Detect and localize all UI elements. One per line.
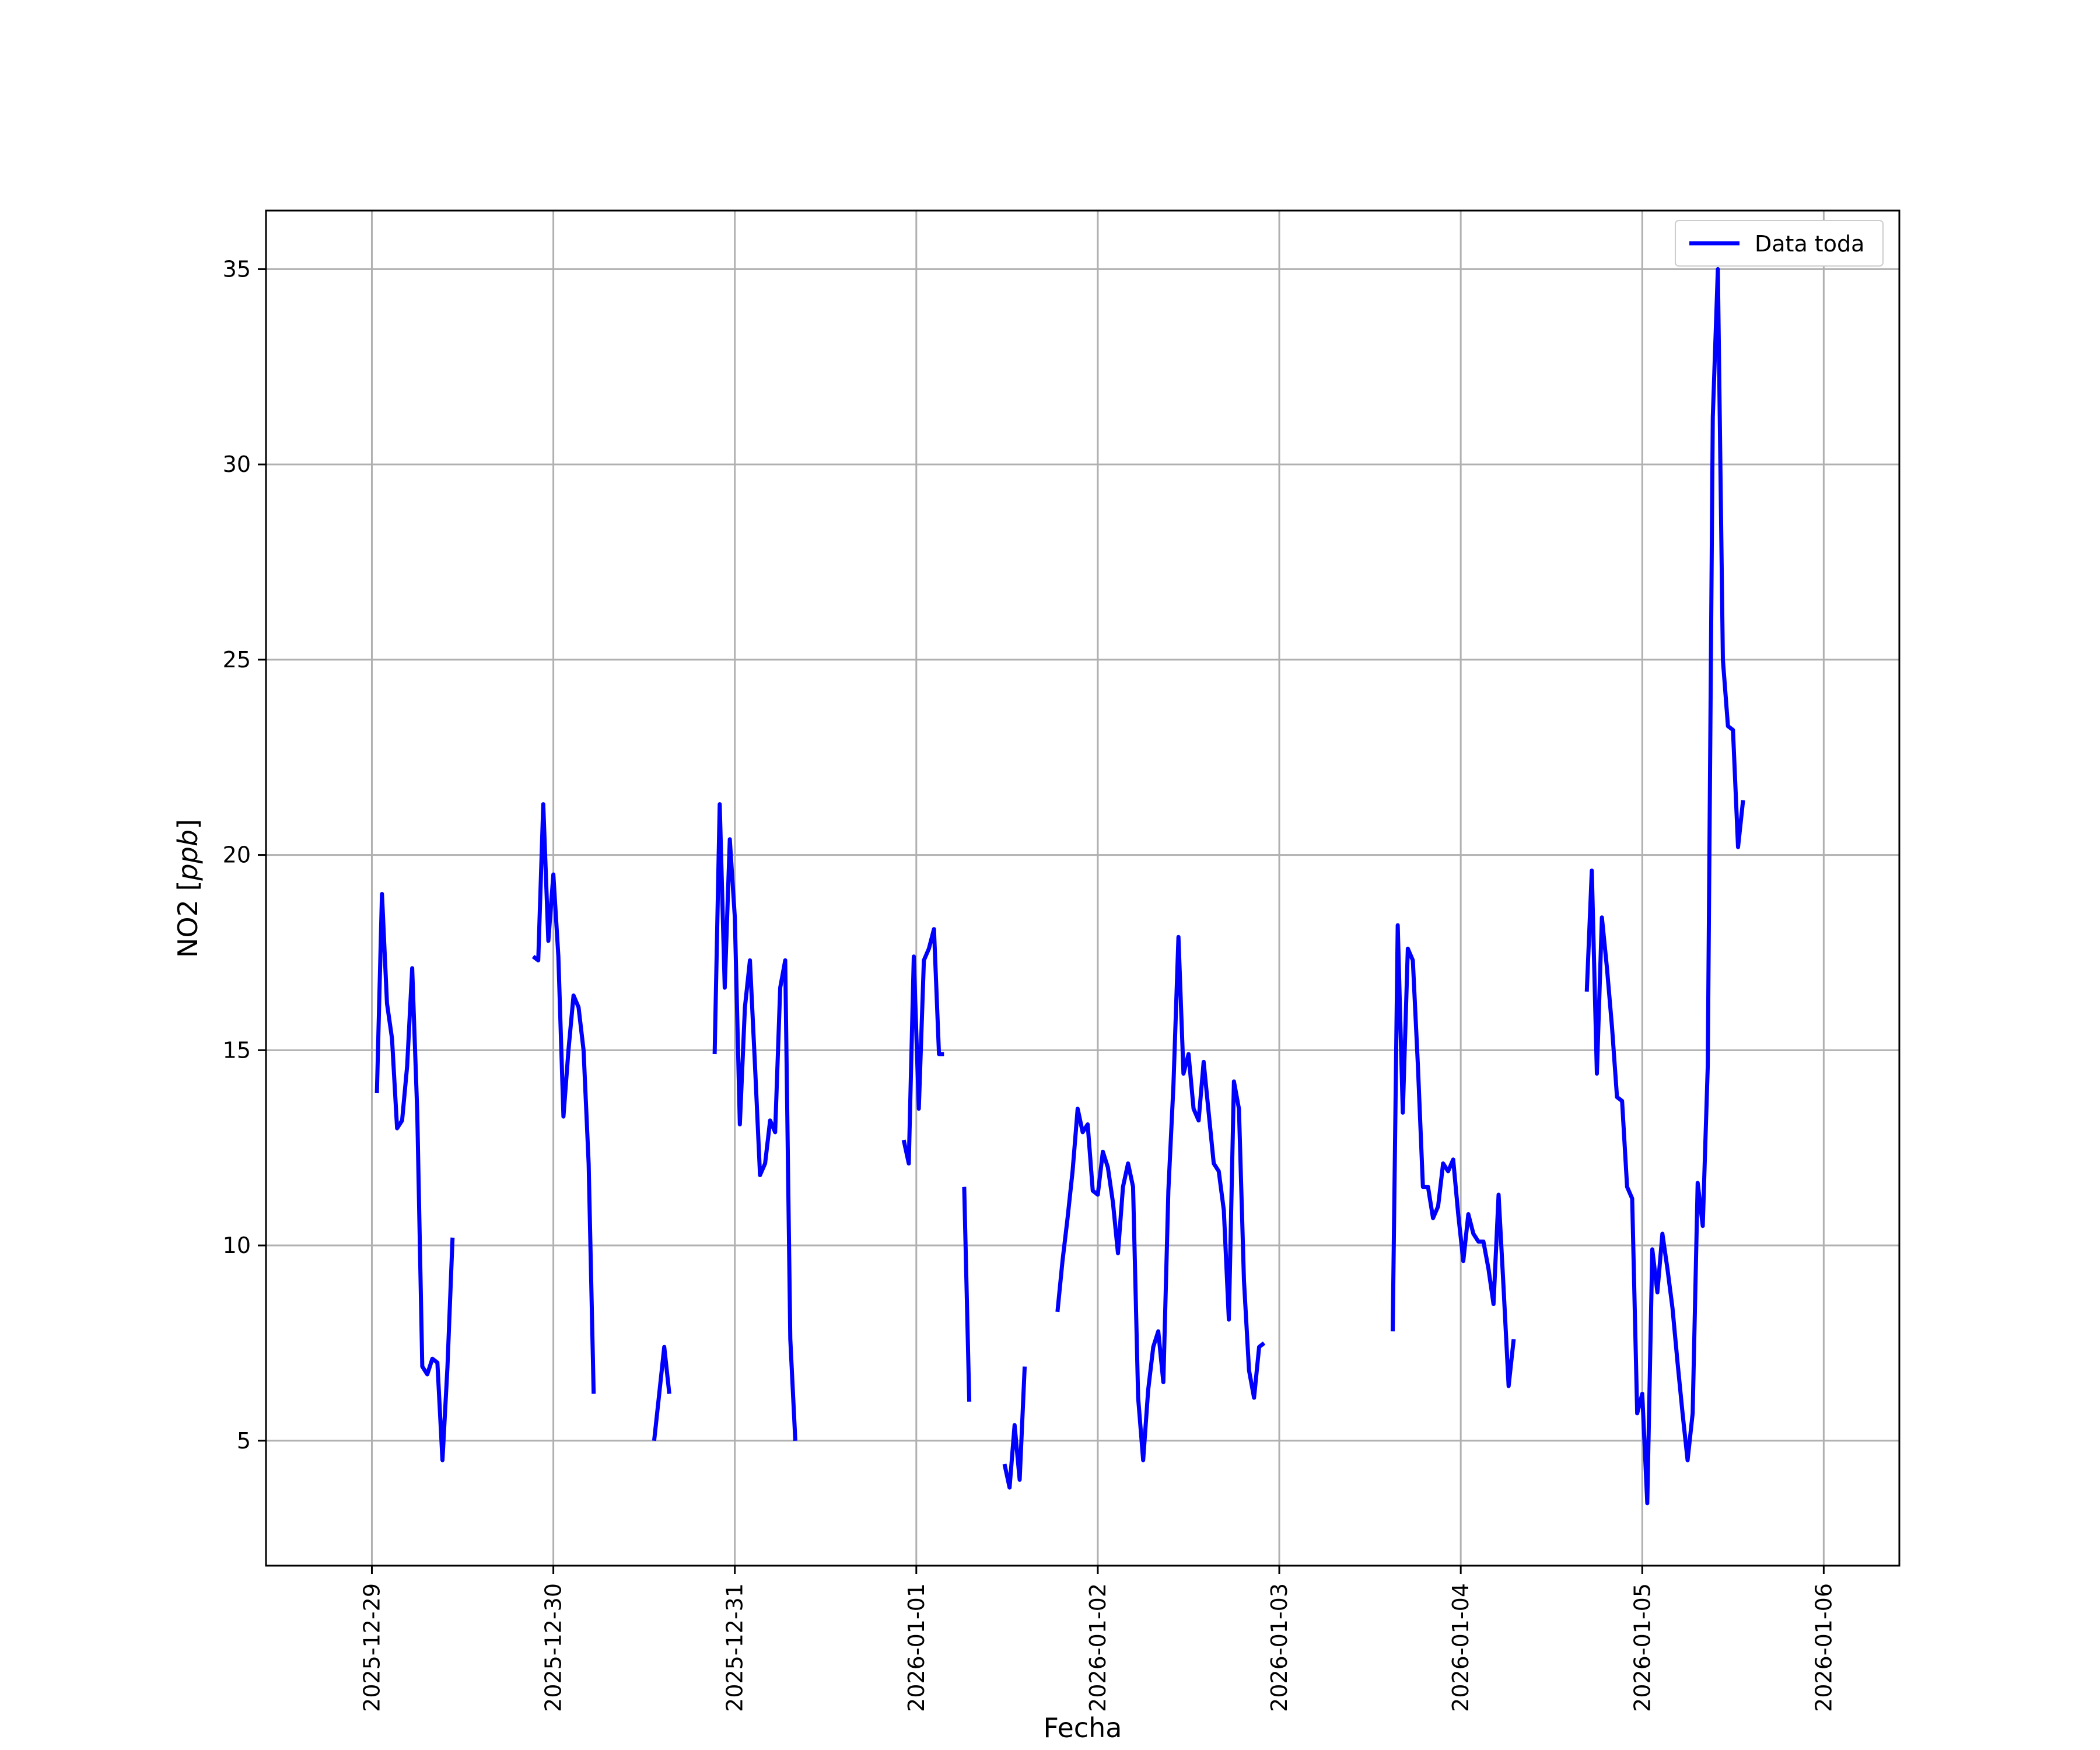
x-tick-label: 2026-01-04 — [1448, 1583, 1474, 1712]
y-axis-title-suffix: ] — [172, 819, 204, 830]
y-axis-title: NO2 [ppb] — [172, 819, 204, 958]
y-tick-label: 10 — [223, 1233, 251, 1258]
series-layer — [374, 267, 1745, 1506]
x-tick-label: 2025-12-30 — [541, 1583, 566, 1712]
x-tick-label: 2026-01-02 — [1085, 1583, 1111, 1712]
series-line-segment — [712, 802, 797, 1441]
y-tick-label: 20 — [223, 842, 251, 868]
x-tick-label: 2026-01-05 — [1629, 1583, 1655, 1712]
series-line-segment — [374, 892, 455, 1462]
plot-frame — [265, 209, 1901, 1567]
series-line-segment — [901, 927, 944, 1166]
legend-label-data-toda: Data toda — [1755, 231, 1864, 257]
x-tick-label: 2026-01-01 — [904, 1583, 929, 1712]
legend-box — [1675, 220, 1884, 267]
x-tick-label: 2025-12-31 — [722, 1583, 748, 1712]
legend: Data toda — [1675, 220, 1884, 267]
series-line-segment — [652, 1345, 671, 1441]
x-axis: 2025-12-29 2025-12-30 2025-12-31 2026-01-01… — [359, 1566, 1836, 1712]
y-tick-label: 15 — [223, 1037, 251, 1063]
y-axis-title-prefix: NO2 [ — [172, 881, 204, 958]
y-axis-title-unit: ppb — [172, 830, 204, 881]
y-tick-label: 5 — [237, 1428, 251, 1454]
series-line-segment — [1584, 267, 1745, 1506]
x-tick-label: 2026-01-06 — [1811, 1583, 1836, 1712]
y-tick-label: 25 — [223, 647, 251, 673]
x-tick-label: 2025-12-29 — [359, 1583, 384, 1712]
y-tick-label: 35 — [223, 256, 251, 282]
series-line-segment — [1391, 923, 1516, 1388]
series-line-segment — [1002, 1366, 1027, 1490]
series-line-segment — [531, 802, 596, 1394]
y-tick-label: 30 — [223, 452, 251, 477]
y-axis: 5 10 15 20 25 30 35 — [223, 256, 266, 1454]
x-axis-title: Fecha — [1044, 1712, 1122, 1744]
series-line-segment — [962, 1186, 972, 1402]
x-tick-label: 2026-01-03 — [1266, 1583, 1292, 1712]
gridlines — [266, 211, 1899, 1566]
series-line-segment — [1055, 935, 1266, 1462]
